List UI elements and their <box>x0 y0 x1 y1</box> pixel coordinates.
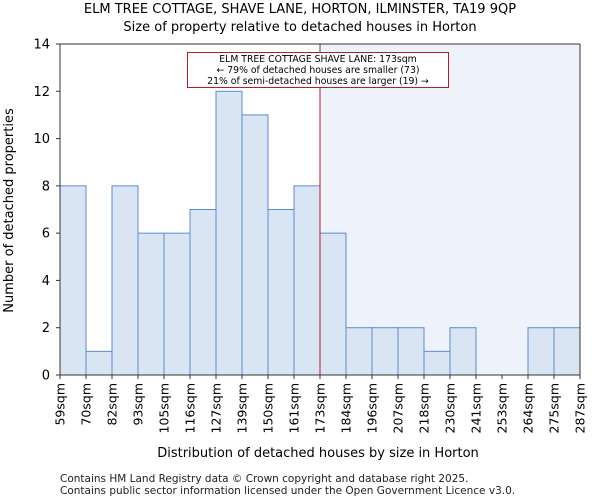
histogram-bar <box>163 232 191 376</box>
x-tick-label: 150sqm <box>261 383 276 433</box>
x-tick-label: 82sqm <box>105 383 120 426</box>
x-tick-label: 139sqm <box>235 383 250 433</box>
annotation-line-2: ← 79% of detached houses are smaller (73… <box>216 65 420 76</box>
x-tick-label: 253sqm <box>495 383 510 433</box>
x-tick-label: 264sqm <box>521 383 536 433</box>
highlight-region <box>320 44 580 375</box>
histogram-bar <box>215 90 243 376</box>
y-tick-label: 0 <box>42 369 50 384</box>
histogram-bar <box>319 232 347 376</box>
histogram-bar <box>345 327 373 376</box>
histogram-bar <box>449 327 477 376</box>
histogram-bar <box>241 114 269 376</box>
histogram-bar <box>137 232 165 376</box>
histogram-bar <box>397 327 425 376</box>
histogram-bar <box>267 209 295 376</box>
x-tick-label: 93sqm <box>131 383 146 426</box>
x-axis-label: Distribution of detached houses by size … <box>157 446 479 461</box>
footer-licence: Contains public sector information licen… <box>60 485 516 497</box>
x-tick-label: 218sqm <box>417 383 432 433</box>
y-tick-label: 2 <box>42 321 50 336</box>
y-tick-label: 14 <box>33 38 50 53</box>
x-tick-label: 173sqm <box>313 383 328 433</box>
histogram-bar <box>527 327 555 376</box>
histogram-bar <box>111 185 139 376</box>
annotation-line-3: 21% of semi-detached houses are larger (… <box>207 76 429 87</box>
x-tick-label: 275sqm <box>547 383 562 433</box>
property-annotation-box: ELM TREE COTTAGE SHAVE LANE: 173sqm ← 79… <box>187 52 449 88</box>
x-tick-label: 116sqm <box>183 383 198 433</box>
x-tick-label: 287sqm <box>573 383 588 433</box>
histogram-bar <box>189 209 217 376</box>
chart-title: ELM TREE COTTAGE, SHAVE LANE, HORTON, IL… <box>83 2 517 17</box>
x-tick-label: 105sqm <box>157 383 172 433</box>
footer-copyright: Contains HM Land Registry data © Crown c… <box>60 473 469 485</box>
x-tick-label: 196sqm <box>365 383 380 433</box>
histogram-bar <box>59 185 87 376</box>
histogram-bar <box>553 327 581 376</box>
x-tick-label: 70sqm <box>79 383 94 426</box>
x-tick-label: 184sqm <box>339 383 354 433</box>
y-axis-label: Number of detached properties <box>2 108 17 313</box>
x-tick-label: 127sqm <box>209 383 224 433</box>
annotation-line-1: ELM TREE COTTAGE SHAVE LANE: 173sqm <box>219 54 417 65</box>
x-tick-label: 59sqm <box>53 383 68 426</box>
chart-subtitle: Size of property relative to detached ho… <box>123 20 477 35</box>
histogram-bar <box>293 185 321 376</box>
histogram-bar <box>423 350 451 376</box>
y-tick-label: 12 <box>33 85 50 100</box>
x-tick-label: 207sqm <box>391 383 406 433</box>
y-tick-label: 8 <box>42 179 50 194</box>
x-tick-label: 230sqm <box>443 383 458 433</box>
y-tick-label: 10 <box>33 132 50 147</box>
x-tick-label: 241sqm <box>469 383 484 433</box>
histogram-bar <box>371 327 399 376</box>
histogram-bar <box>85 350 113 376</box>
y-tick-label: 4 <box>42 274 50 289</box>
y-tick-label: 6 <box>42 227 50 242</box>
x-tick-label: 161sqm <box>287 383 302 433</box>
